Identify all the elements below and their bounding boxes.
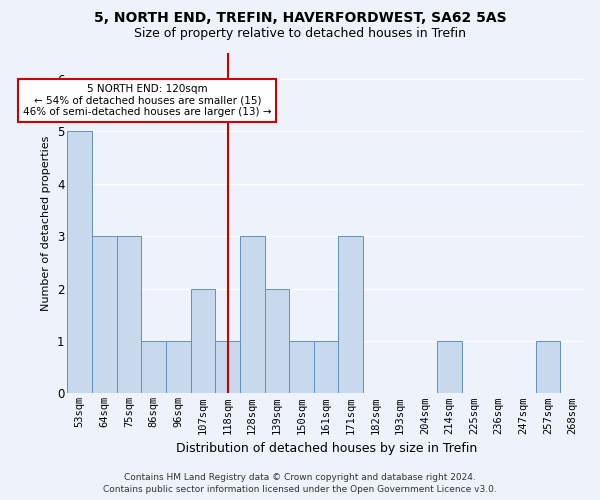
Bar [289,341,314,394]
Bar [536,341,560,394]
Bar [240,236,265,394]
Text: 5 NORTH END: 120sqm
← 54% of detached houses are smaller (15)
46% of semi-detach: 5 NORTH END: 120sqm ← 54% of detached ho… [23,84,272,117]
Bar [141,341,166,394]
Bar [191,288,215,394]
X-axis label: Distribution of detached houses by size in Trefin: Distribution of detached houses by size … [176,442,477,455]
Text: 5, NORTH END, TREFIN, HAVERFORDWEST, SA62 5AS: 5, NORTH END, TREFIN, HAVERFORDWEST, SA6… [94,11,506,25]
Bar [92,236,116,394]
Bar [215,341,240,394]
Bar [67,131,92,394]
Bar [116,236,141,394]
Bar [314,341,338,394]
Text: Contains HM Land Registry data © Crown copyright and database right 2024.
Contai: Contains HM Land Registry data © Crown c… [103,472,497,494]
Text: Size of property relative to detached houses in Trefin: Size of property relative to detached ho… [134,28,466,40]
Y-axis label: Number of detached properties: Number of detached properties [41,136,52,310]
Bar [166,341,191,394]
Bar [437,341,462,394]
Bar [338,236,363,394]
Bar [265,288,289,394]
